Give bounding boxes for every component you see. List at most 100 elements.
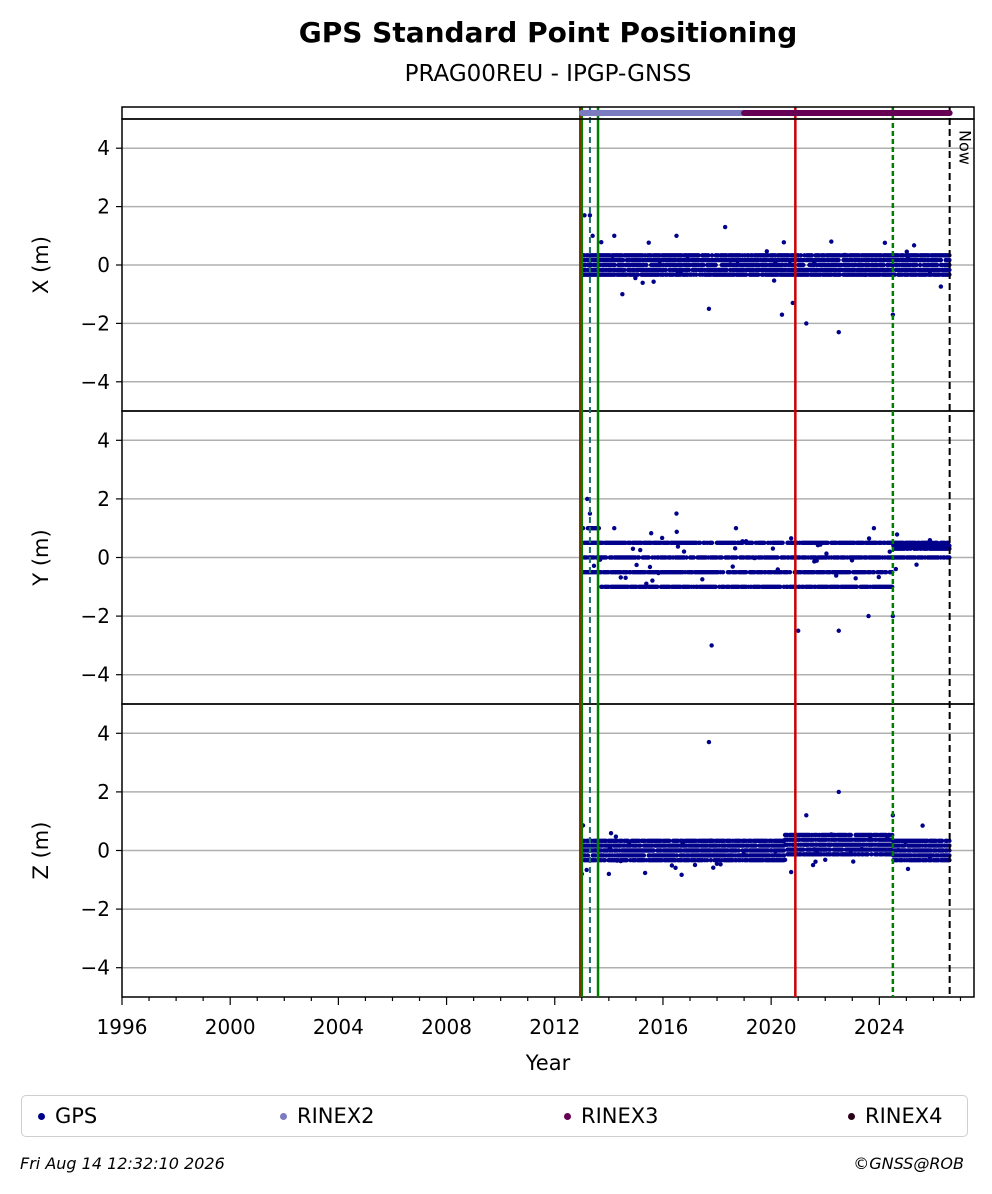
data-point	[762, 540, 767, 546]
data-point	[809, 253, 815, 258]
data-point-outlier	[709, 643, 714, 648]
data-point	[647, 564, 653, 570]
data-point-outlier	[733, 526, 739, 531]
data-point	[833, 573, 839, 578]
data-point-outlier	[620, 292, 625, 297]
data-point-outlier	[722, 224, 728, 230]
data-point	[641, 853, 647, 858]
data-point	[938, 284, 944, 289]
availability-strip	[121, 106, 975, 120]
data-point	[691, 555, 696, 560]
data-point	[887, 549, 892, 554]
data-point	[836, 257, 841, 263]
data-point-outlier	[871, 526, 877, 531]
data-point	[876, 574, 881, 580]
y-tick-label: 4	[97, 428, 110, 452]
y-tick-label: −4	[81, 663, 110, 687]
data-point	[743, 272, 749, 277]
legend-item-gps: GPS	[38, 1104, 97, 1128]
data-point	[620, 257, 626, 263]
data-point	[694, 272, 699, 277]
data-point	[585, 853, 591, 858]
data-point	[633, 275, 638, 281]
data-point	[709, 540, 715, 546]
y-tick-label: 0	[97, 839, 110, 863]
data-point	[674, 529, 679, 534]
y-axis-label: Z (m)	[29, 822, 53, 880]
data-point	[663, 267, 668, 273]
data-point	[740, 539, 745, 544]
data-point	[840, 847, 845, 852]
data-point-outlier	[804, 321, 809, 326]
x-tick-label: 1996	[97, 1015, 148, 1039]
data-point	[781, 853, 787, 858]
y-axis-label: X (m)	[29, 236, 53, 294]
y-tick-label: −4	[81, 956, 110, 980]
x-axis-label: Year	[525, 1051, 571, 1075]
data-point	[865, 852, 871, 857]
data-point	[602, 857, 608, 863]
series-gps-2	[579, 739, 952, 878]
data-point	[673, 865, 678, 871]
data-point-outlier	[590, 233, 595, 238]
data-point	[651, 279, 656, 284]
data-point	[854, 584, 860, 589]
x-tick-label: 2024	[854, 1015, 905, 1039]
chart-subtitle: PRAG00REU - IPGP-GNSS	[405, 61, 692, 87]
data-point	[700, 577, 705, 582]
data-point	[881, 262, 886, 268]
data-point	[780, 540, 785, 546]
data-point	[650, 578, 655, 583]
data-point	[935, 262, 940, 268]
x-tick-label: 2020	[746, 1015, 797, 1039]
y-tick-label: 2	[97, 195, 110, 219]
data-point	[788, 869, 794, 875]
data-point	[714, 861, 720, 867]
data-point	[603, 555, 609, 560]
data-point	[692, 862, 698, 868]
data-point-outlier	[795, 628, 801, 633]
data-point	[798, 253, 804, 258]
data-point	[655, 584, 660, 589]
data-point	[635, 272, 640, 277]
data-point	[788, 536, 794, 541]
data-point	[618, 575, 623, 580]
data-point	[753, 843, 759, 848]
data-point	[770, 546, 776, 551]
data-point	[893, 566, 899, 572]
data-point	[648, 531, 654, 536]
data-point-outlier	[836, 329, 841, 335]
data-point	[646, 555, 651, 560]
data-point	[634, 562, 639, 568]
data-point	[827, 847, 833, 852]
data-point	[709, 253, 715, 258]
y-tick-label: −2	[81, 311, 110, 335]
data-point	[775, 555, 780, 560]
data-point	[847, 569, 852, 575]
data-point	[667, 838, 672, 844]
data-point	[914, 562, 919, 567]
legend-label-rinex4: RINEX4	[865, 1104, 943, 1128]
series-gps-0	[579, 213, 952, 335]
data-point	[638, 843, 643, 848]
data-point	[642, 870, 648, 876]
data-point	[801, 847, 806, 852]
data-point	[730, 564, 735, 569]
data-point	[764, 249, 770, 254]
data-point	[701, 262, 706, 268]
data-point	[869, 852, 874, 857]
data-point	[669, 863, 675, 868]
data-point	[713, 584, 718, 589]
data-point	[638, 547, 643, 553]
data-point	[646, 240, 651, 245]
x-tick-label: 2004	[313, 1015, 364, 1039]
y-tick-label: −2	[81, 604, 110, 628]
legend: GPS RINEX2 RINEX3 RINEX4	[21, 1095, 968, 1137]
x-tick-label: 2000	[205, 1015, 256, 1039]
data-point-outlier	[612, 233, 617, 238]
y-axis-label: Y (m)	[29, 529, 53, 586]
now-label: Now	[956, 130, 975, 165]
data-point	[750, 540, 755, 546]
data-point	[851, 859, 856, 864]
data-point	[824, 551, 829, 556]
